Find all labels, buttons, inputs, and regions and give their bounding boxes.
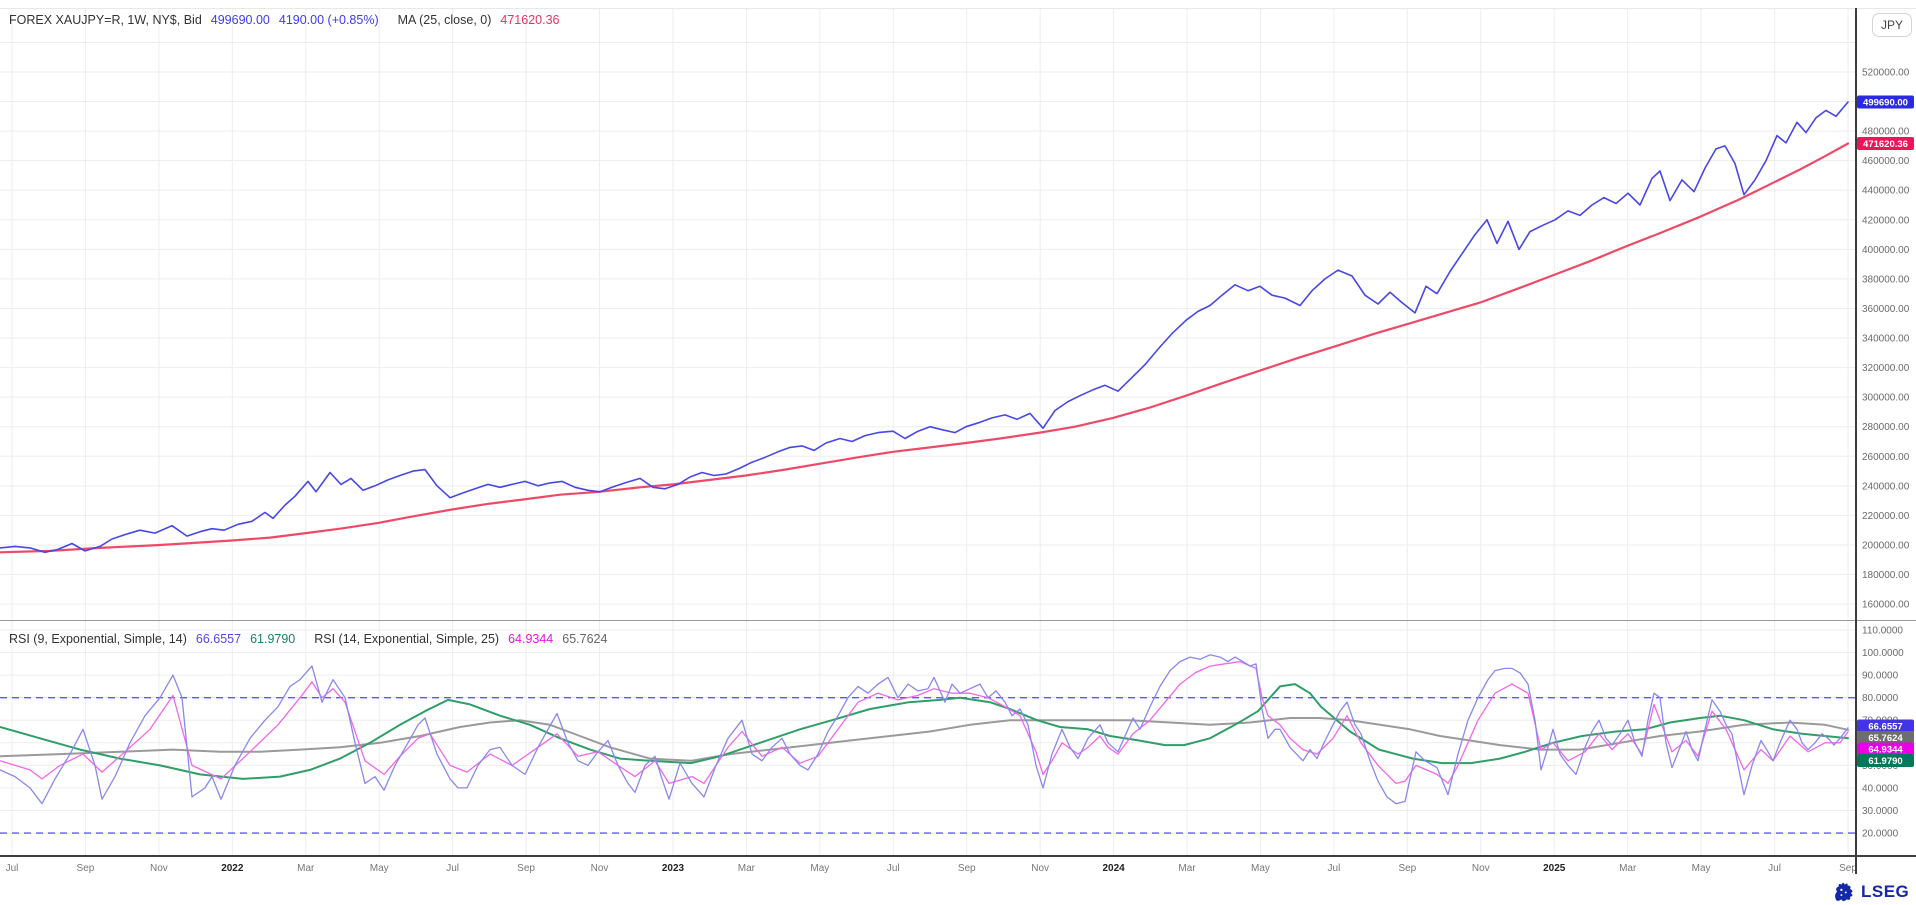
rsi-tick-label: 30.0000 — [1862, 806, 1899, 817]
rsi-value-badge-label: 61.9790 — [1868, 756, 1902, 767]
time-tick-label: May — [370, 863, 389, 874]
rsi-tick-label: 110.0000 — [1862, 626, 1903, 637]
time-tick-label: Sep — [517, 863, 535, 874]
rsi9-value: 66.6557 — [195, 632, 242, 646]
lseg-lion-icon — [1835, 882, 1853, 902]
price-tick-label: 160000.00 — [1862, 600, 1910, 611]
series-rsi14[interactable] — [0, 660, 1849, 785]
time-tick-label: May — [810, 863, 829, 874]
price-tick-label: 420000.00 — [1862, 215, 1910, 226]
time-tick-label: Nov — [150, 863, 168, 874]
top-divider — [0, 8, 1916, 9]
rsi-tick-label: 100.0000 — [1862, 648, 1904, 659]
rsi-value-badge-label: 64.9344 — [1868, 745, 1903, 756]
rsi9-label[interactable]: RSI (9, Exponential, Simple, 14) — [9, 632, 187, 646]
lseg-logo-text: LSEG — [1861, 882, 1910, 901]
price-tick-label: 180000.00 — [1862, 570, 1910, 581]
price-tick-label: 480000.00 — [1862, 127, 1910, 138]
time-tick-label: 2022 — [221, 863, 244, 874]
price-tick-label: 280000.00 — [1862, 422, 1910, 433]
last-price: 499690.00 — [210, 13, 270, 27]
ma-value: 471620.36 — [500, 13, 560, 27]
time-tick-label: May — [1692, 863, 1711, 874]
time-tick-label: Nov — [1472, 863, 1490, 874]
time-tick-label: Jul — [887, 863, 900, 874]
time-tick-label: Nov — [591, 863, 609, 874]
lseg-logo: LSEG — [1831, 880, 1909, 904]
price-tick-label: 300000.00 — [1862, 393, 1910, 404]
rsi-value-badge-label: 65.7624 — [1868, 733, 1903, 744]
rsi-value-badge — [1857, 731, 1914, 744]
price-tick-label: 200000.00 — [1862, 540, 1910, 551]
time-tick-label: Mar — [1619, 863, 1637, 874]
price-tick-label: 460000.00 — [1862, 156, 1910, 167]
ma-value-badge — [1857, 137, 1914, 151]
price-axis-border — [1855, 8, 1857, 874]
time-tick-label: Sep — [1398, 863, 1416, 874]
series-rsi9[interactable] — [0, 654, 1849, 805]
price-tick-label: 320000.00 — [1862, 363, 1910, 374]
series-rsi14_ma25[interactable] — [0, 717, 1849, 762]
currency-axis-button[interactable]: JPY — [1872, 13, 1912, 37]
instrument-title[interactable]: FOREX XAUJPY=R, 1W, NY$, Bid — [9, 13, 202, 27]
time-tick-label: Sep — [77, 863, 95, 874]
price-tick-label: 340000.00 — [1862, 334, 1910, 345]
price-tick-label: 220000.00 — [1862, 511, 1910, 522]
rsi-tick-label: 40.0000 — [1862, 783, 1899, 794]
rsi-tick-label: 90.0000 — [1862, 671, 1899, 682]
time-tick-label: Mar — [738, 863, 756, 874]
price-tick-label: 400000.00 — [1862, 245, 1910, 256]
rsi-tick-label: 80.0000 — [1862, 693, 1899, 704]
series-rsi9_ma14[interactable] — [0, 683, 1849, 780]
series-ma_25[interactable] — [0, 142, 1850, 554]
time-tick-label: Mar — [297, 863, 315, 874]
rsi14-label[interactable]: RSI (14, Exponential, Simple, 25) — [314, 632, 500, 646]
time-tick-label: Nov — [1031, 863, 1049, 874]
time-tick-label: 2024 — [1102, 863, 1125, 874]
last-price-badge-label: 499690.00 — [1863, 98, 1908, 109]
time-tick-label: May — [1251, 863, 1270, 874]
panel-divider[interactable] — [0, 620, 1916, 621]
price-legend: FOREX XAUJPY=R, 1W, NY$, Bid 499690.00 4… — [9, 13, 560, 27]
time-tick-label: Sep — [1839, 863, 1857, 874]
time-tick-label: Jul — [6, 863, 19, 874]
series-price_bid[interactable] — [0, 101, 1849, 554]
price-tick-label: 260000.00 — [1862, 452, 1910, 463]
price-tick-label: 440000.00 — [1862, 186, 1910, 197]
time-tick-label: Jul — [1768, 863, 1781, 874]
price-change: 4190.00 (+0.85%) — [278, 13, 379, 27]
time-tick-label: 2023 — [662, 863, 685, 874]
rsi14-ma-value: 65.7624 — [562, 632, 608, 646]
ma-label[interactable]: MA (25, close, 0) — [397, 13, 492, 27]
time-tick-label: Jul — [1328, 863, 1341, 874]
rsi-legend: RSI (9, Exponential, Simple, 14) 66.6557… — [9, 632, 607, 646]
time-axis-line — [0, 855, 1916, 857]
price-tick-label: 360000.00 — [1862, 304, 1910, 315]
time-tick-label: Jul — [446, 863, 459, 874]
rsi14-value: 64.9344 — [508, 632, 554, 646]
price-tick-label: 240000.00 — [1862, 481, 1910, 492]
rsi-value-badge — [1857, 754, 1914, 767]
rsi-value-badge — [1857, 742, 1914, 756]
rsi-value-badge — [1857, 719, 1914, 733]
ma-value-badge-label: 471620.36 — [1863, 139, 1908, 150]
time-tick-label: Mar — [1178, 863, 1196, 874]
rsi-value-badge-label: 66.6557 — [1868, 722, 1902, 733]
rsi-tick-label: 20.0000 — [1862, 829, 1899, 840]
rsi9-ma-value: 61.9790 — [250, 632, 296, 646]
price-tick-label: 380000.00 — [1862, 274, 1910, 285]
price-tick-label: 520000.00 — [1862, 68, 1910, 79]
time-tick-label: 2025 — [1543, 863, 1566, 874]
time-tick-label: Sep — [958, 863, 976, 874]
last-price-badge — [1857, 95, 1914, 109]
